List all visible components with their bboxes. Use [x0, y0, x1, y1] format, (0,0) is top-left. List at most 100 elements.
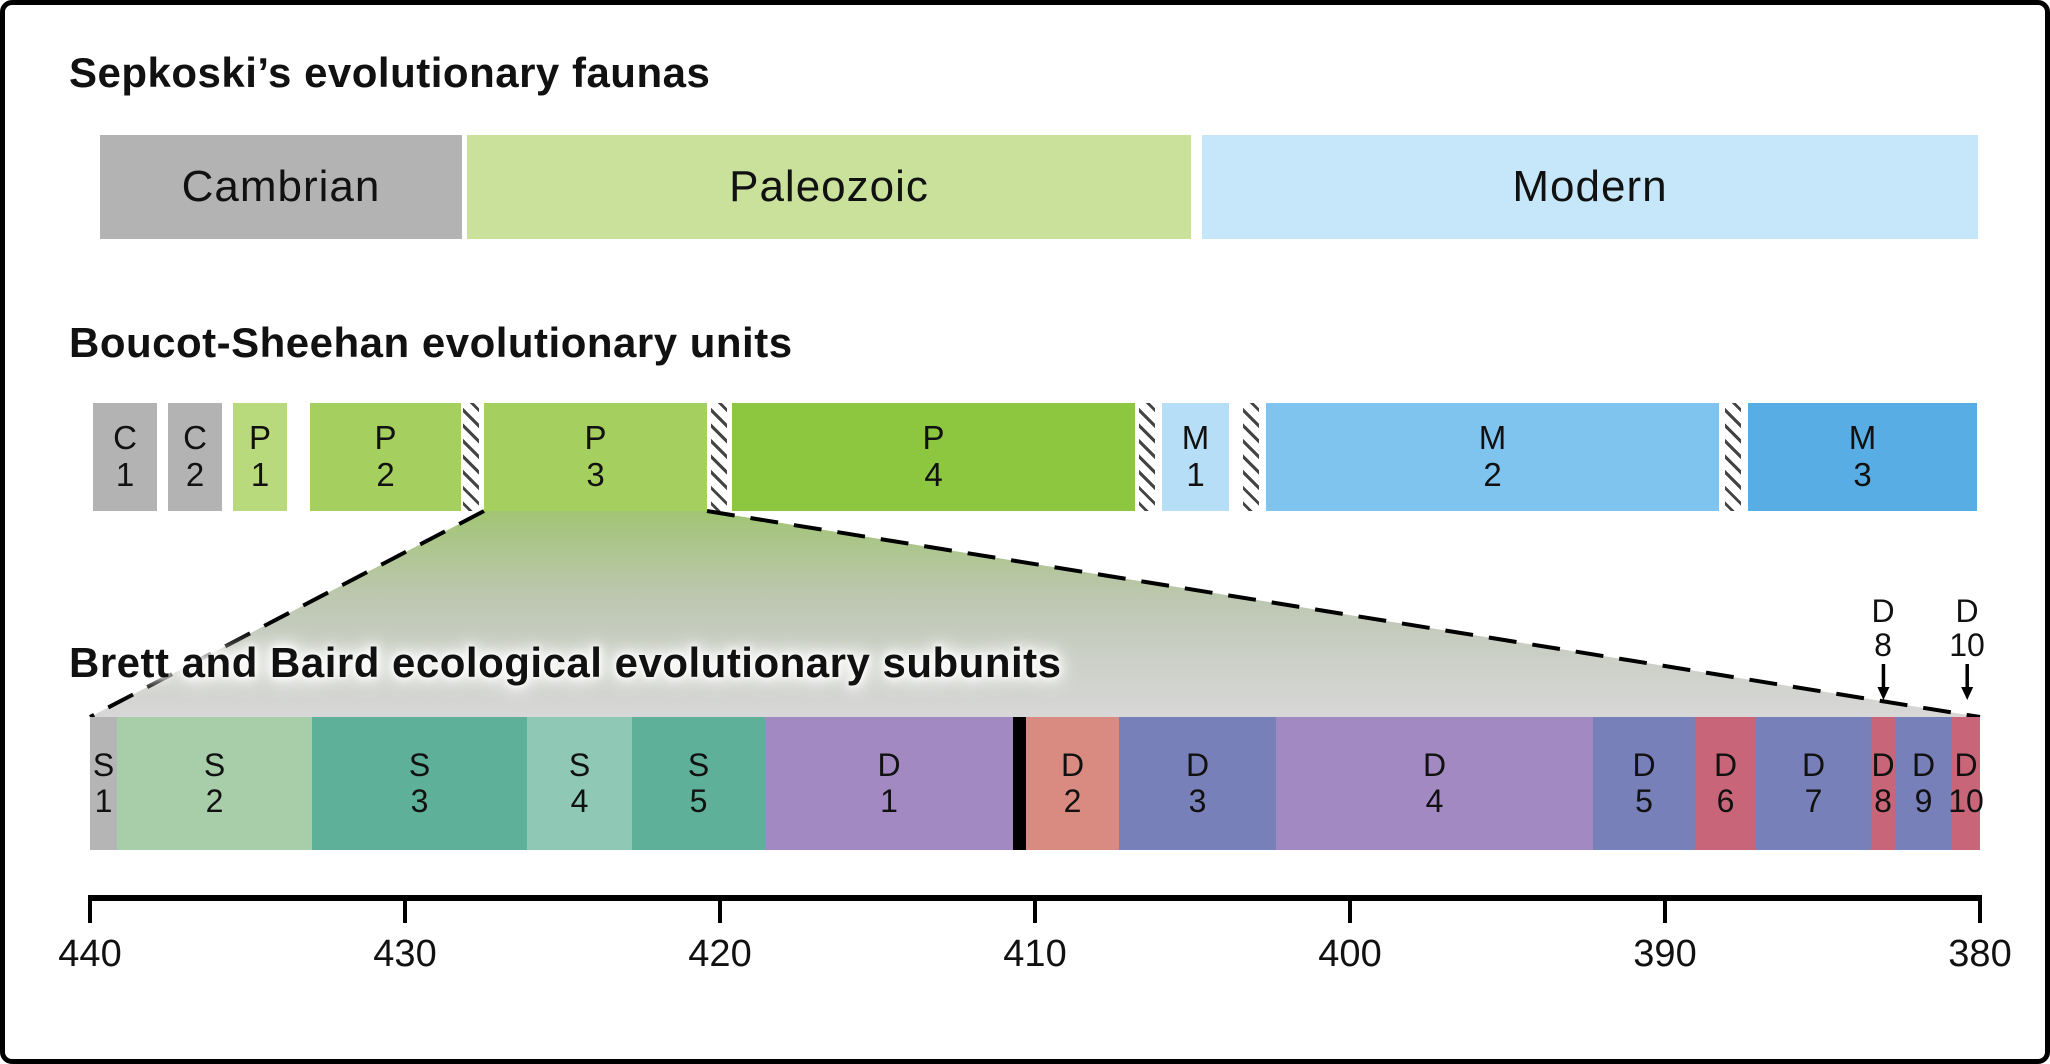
fauna-label: Cambrian [181, 162, 381, 211]
subunit-letter: S [92, 746, 115, 783]
unit-number: 3 [1853, 456, 1872, 493]
hatch-separator [463, 403, 479, 511]
subunit-number: 4 [1425, 782, 1444, 819]
boucot-title: Boucot-Sheehan evolutionary units [69, 319, 793, 366]
unit-number: 2 [1483, 456, 1502, 493]
down-arrow-icon [1959, 664, 1975, 701]
subunit-letter: S [568, 746, 591, 783]
unit-number: 2 [185, 456, 205, 493]
subunit-letter: D [1911, 746, 1936, 783]
subunit-letter: S [203, 746, 226, 783]
subunit-number: 5 [1635, 782, 1653, 819]
down-arrow-icon [1875, 664, 1891, 701]
subunit-letter: D [1185, 746, 1210, 783]
unit-number: 2 [376, 456, 395, 493]
subunit-letter: D [1422, 746, 1447, 783]
callout-d10: D 10 [1949, 593, 1985, 701]
event-divider [1013, 717, 1026, 850]
fauna-label: Modern [1512, 162, 1668, 211]
unit-letter: C [183, 419, 207, 457]
sepkoski-title: Sepkoski’s evolutionary faunas [69, 49, 711, 96]
fauna-label: Paleozoic [729, 162, 929, 211]
axis-tick [718, 895, 722, 923]
unit-letter: P [374, 419, 397, 457]
subunit-number: 4 [570, 782, 589, 819]
axis-tick-label: 380 [1948, 933, 2012, 975]
axis-tick-label: 400 [1318, 933, 1382, 975]
callout-letter: D [1955, 593, 1979, 629]
subunit-letter: D [1871, 746, 1895, 783]
subunit-number: 3 [410, 782, 429, 819]
axis-tick-label: 420 [688, 933, 752, 975]
subunit-number: 9 [1914, 782, 1933, 819]
subunit-number: 2 [205, 782, 224, 819]
unit-letter: M [1848, 419, 1877, 457]
unit-letter: M [1181, 419, 1210, 457]
callout-number: 10 [1949, 626, 1985, 663]
unit-number: 1 [250, 456, 270, 493]
subunit-letter: D [1060, 746, 1085, 783]
unit-letter: P [584, 419, 607, 457]
hatch-separator [1139, 403, 1155, 511]
hatch-separator [1725, 403, 1741, 511]
subunit-letter: S [687, 746, 710, 783]
callout-letter: D [1871, 593, 1895, 629]
hatch-separator [1243, 403, 1259, 511]
subunit-number: 2 [1063, 782, 1082, 819]
unit-number: 1 [1186, 456, 1205, 493]
subunit-number: 8 [1874, 782, 1892, 819]
axis-tick-label: 390 [1633, 933, 1697, 975]
axis-tick [1348, 895, 1352, 923]
axis-tick [1978, 895, 1982, 923]
subunit-letter: S [408, 746, 431, 783]
subunit-d10: D 10 [1948, 717, 1984, 850]
axis-tick [1663, 895, 1667, 923]
subunit-letter: D [1632, 746, 1656, 783]
axis-tick [88, 895, 92, 923]
subunit-number: 1 [880, 782, 898, 819]
fauna-bar-paleozoic: Paleozoic [467, 135, 1191, 239]
unit-letter: P [248, 419, 271, 457]
callout-number: 8 [1874, 626, 1892, 663]
brett-title: Brett and Baird ecological evolutionary … [69, 639, 1062, 686]
unit-letter: P [922, 419, 945, 457]
unit-number: 1 [115, 456, 135, 493]
unit-letter: M [1478, 419, 1507, 457]
hatch-separator [711, 403, 727, 511]
subunit-number: 6 [1716, 782, 1735, 819]
subunit-number: 10 [1948, 782, 1984, 819]
subunit-letter: D [1954, 746, 1978, 783]
subunit-number: 3 [1188, 782, 1207, 819]
axis-tick [403, 895, 407, 923]
fauna-bar-cambrian: Cambrian [100, 135, 462, 239]
unit-letter: C [113, 419, 137, 457]
axis-tick-label: 430 [373, 933, 437, 975]
fauna-bar-modern: Modern [1202, 135, 1978, 239]
subunit-letter: D [1801, 746, 1826, 783]
subunit-letter: D [877, 746, 901, 783]
